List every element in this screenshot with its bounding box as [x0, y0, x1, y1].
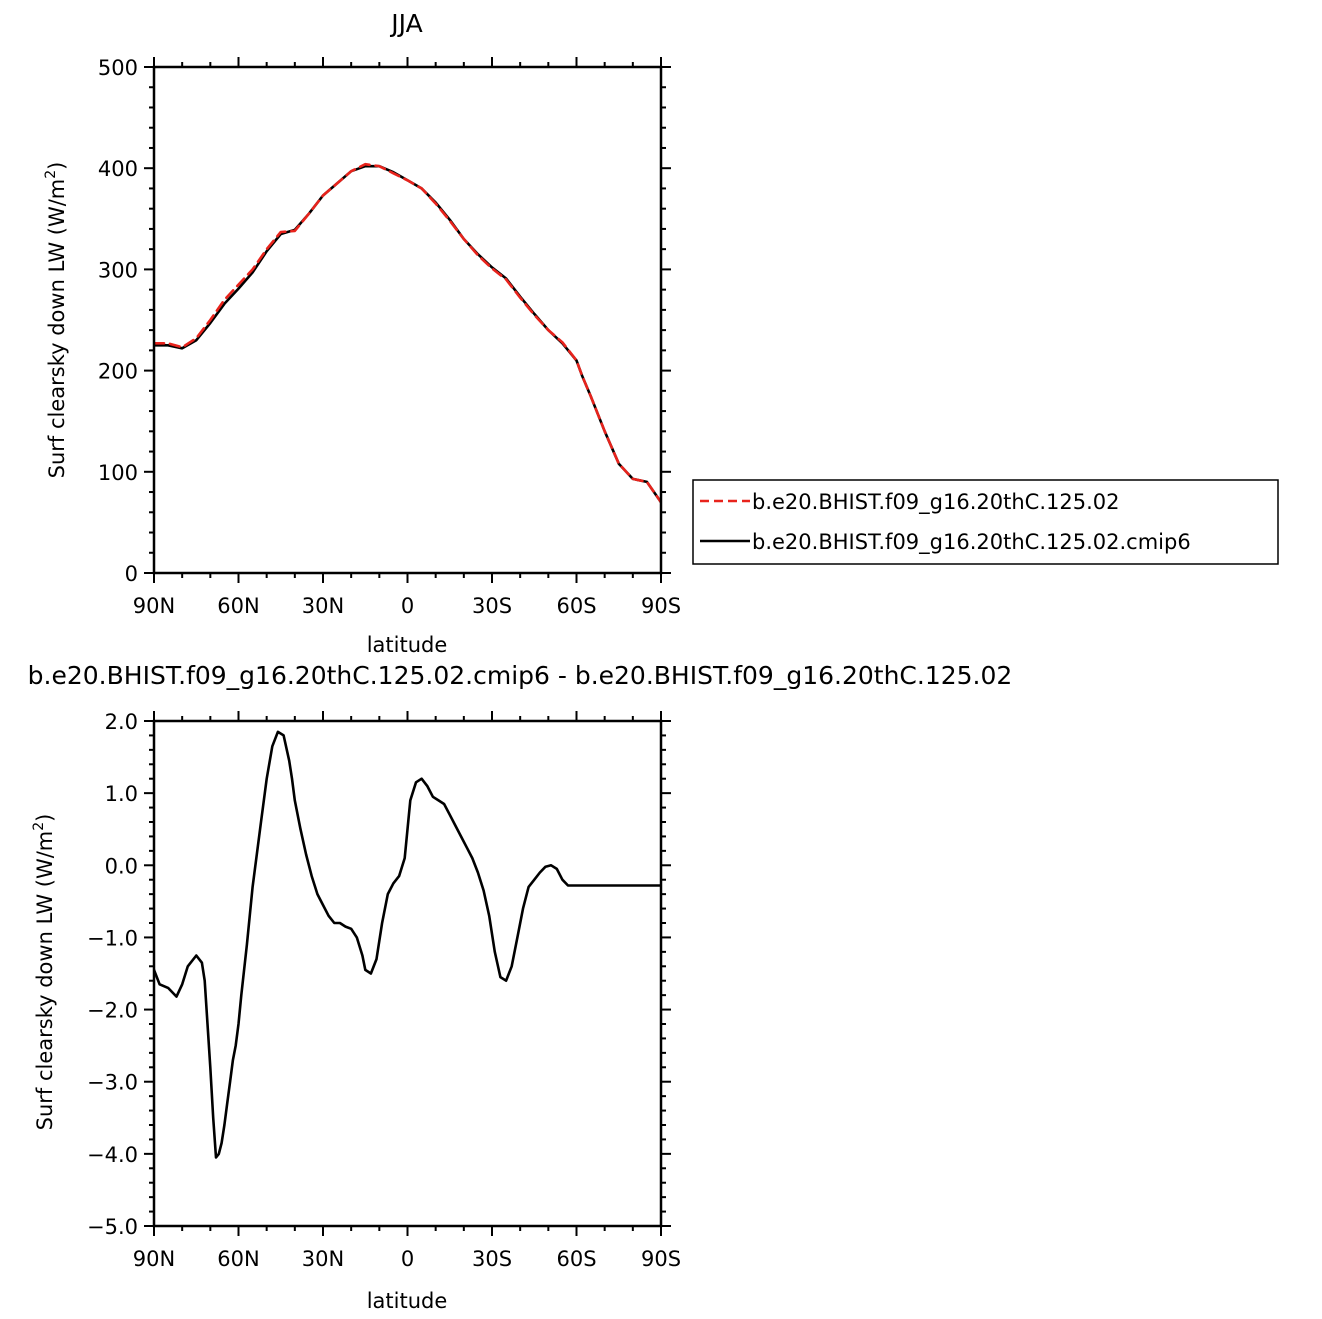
bottom-y-tick-label: 2.0 — [105, 710, 138, 734]
top-series-group — [154, 162, 661, 504]
bottom-x-tick-label: 60S — [556, 1247, 596, 1271]
top-y-tick-label: 0 — [125, 562, 138, 586]
bottom-y-axis-title-superscript: 2 — [31, 822, 47, 831]
bottom-y-tick-label: −1.0 — [87, 926, 138, 950]
top-y-axis-title-main: Surf clearsky down LW (W/m — [45, 179, 69, 479]
legend-label-series-1: b.e20.BHIST.f09_g16.20thC.125.02 — [752, 490, 1119, 515]
bottom-x-axis-title: latitude — [367, 1289, 448, 1313]
bottom-y-tick-label: 0.0 — [105, 854, 138, 878]
legend: b.e20.BHIST.f09_g16.20thC.125.02 b.e20.B… — [692, 479, 1279, 565]
bottom-y-axis-title-main: Surf clearsky down LW (W/m — [33, 831, 57, 1131]
bottom-series-group — [154, 730, 661, 1159]
legend-box — [692, 479, 1279, 565]
top-chart-title: JJA — [389, 9, 422, 38]
bottom-x-tick-label: 90S — [641, 1247, 681, 1271]
bottom-series-line-1 — [154, 730, 661, 1159]
top-plot-area: 90N 60N 30N 0 30S 60S 90S 0 100 200 300 400 500 — [98, 56, 681, 618]
bottom-x-tick-label: 0 — [401, 1247, 414, 1271]
top-y-tick-label: 400 — [98, 157, 138, 181]
bottom-x-tick-label: 90N — [133, 1247, 175, 1271]
top-y-axis-title-superscript: 2 — [43, 170, 59, 179]
bottom-x-tick-label: 30N — [302, 1247, 344, 1271]
bottom-chart-title: b.e20.BHIST.f09_g16.20thC.125.02.cmip6 -… — [28, 661, 1013, 690]
top-x-tick-label: 30N — [302, 594, 344, 618]
bottom-panel: b.e20.BHIST.f09_g16.20thC.125.02.cmip6 -… — [28, 661, 1013, 1313]
bottom-plot-frame — [152, 719, 663, 1228]
top-x-tick-label: 0 — [401, 594, 414, 618]
top-x-tick-label: 90N — [133, 594, 175, 618]
top-x-tick-label: 60S — [556, 594, 596, 618]
top-series-line-1 — [154, 162, 661, 504]
top-series-line-2 — [154, 164, 661, 504]
legend-label-series-2: b.e20.BHIST.f09_g16.20thC.125.02.cmip6 — [752, 530, 1191, 555]
top-x-tick-label: 60N — [217, 594, 259, 618]
top-y-tick-label: 100 — [98, 461, 138, 485]
top-y-tick-label: 200 — [98, 360, 138, 384]
bottom-y-tick-label: −3.0 — [87, 1071, 138, 1095]
top-y-tick-label: 300 — [98, 258, 138, 282]
bottom-y-tick-label: −5.0 — [87, 1215, 138, 1239]
bottom-y-tick-label: 1.0 — [105, 782, 138, 806]
top-plot-frame — [152, 65, 663, 575]
bottom-x-tick-label: 30S — [472, 1247, 512, 1271]
top-x-tick-label: 90S — [641, 594, 681, 618]
top-x-tick-label: 30S — [472, 594, 512, 618]
bottom-y-tick-label: −2.0 — [87, 999, 138, 1023]
top-panel: JJA 90N 60N 30N 0 30S 60S 90S0100200300400500 … — [43, 9, 1279, 657]
bottom-y-axis-title-close: ) — [33, 814, 57, 822]
bottom-plot-area: 90N 60N 30N 0 30S 60S 90S −5.0 −4.0 −3.0 −2.0 −1.0 0… — [87, 710, 681, 1271]
top-y-axis-title-close: ) — [45, 162, 69, 170]
top-y-axis-title: Surf clearsky down LW (W/m2) — [43, 162, 69, 479]
bottom-x-tick-label: 60N — [217, 1247, 259, 1271]
top-x-axis-title: latitude — [367, 633, 448, 657]
top-y-tick-label: 500 — [98, 56, 138, 80]
bottom-y-axis-title: Surf clearsky down LW (W/m2) — [31, 814, 57, 1131]
bottom-y-tick-label: −4.0 — [87, 1143, 138, 1167]
